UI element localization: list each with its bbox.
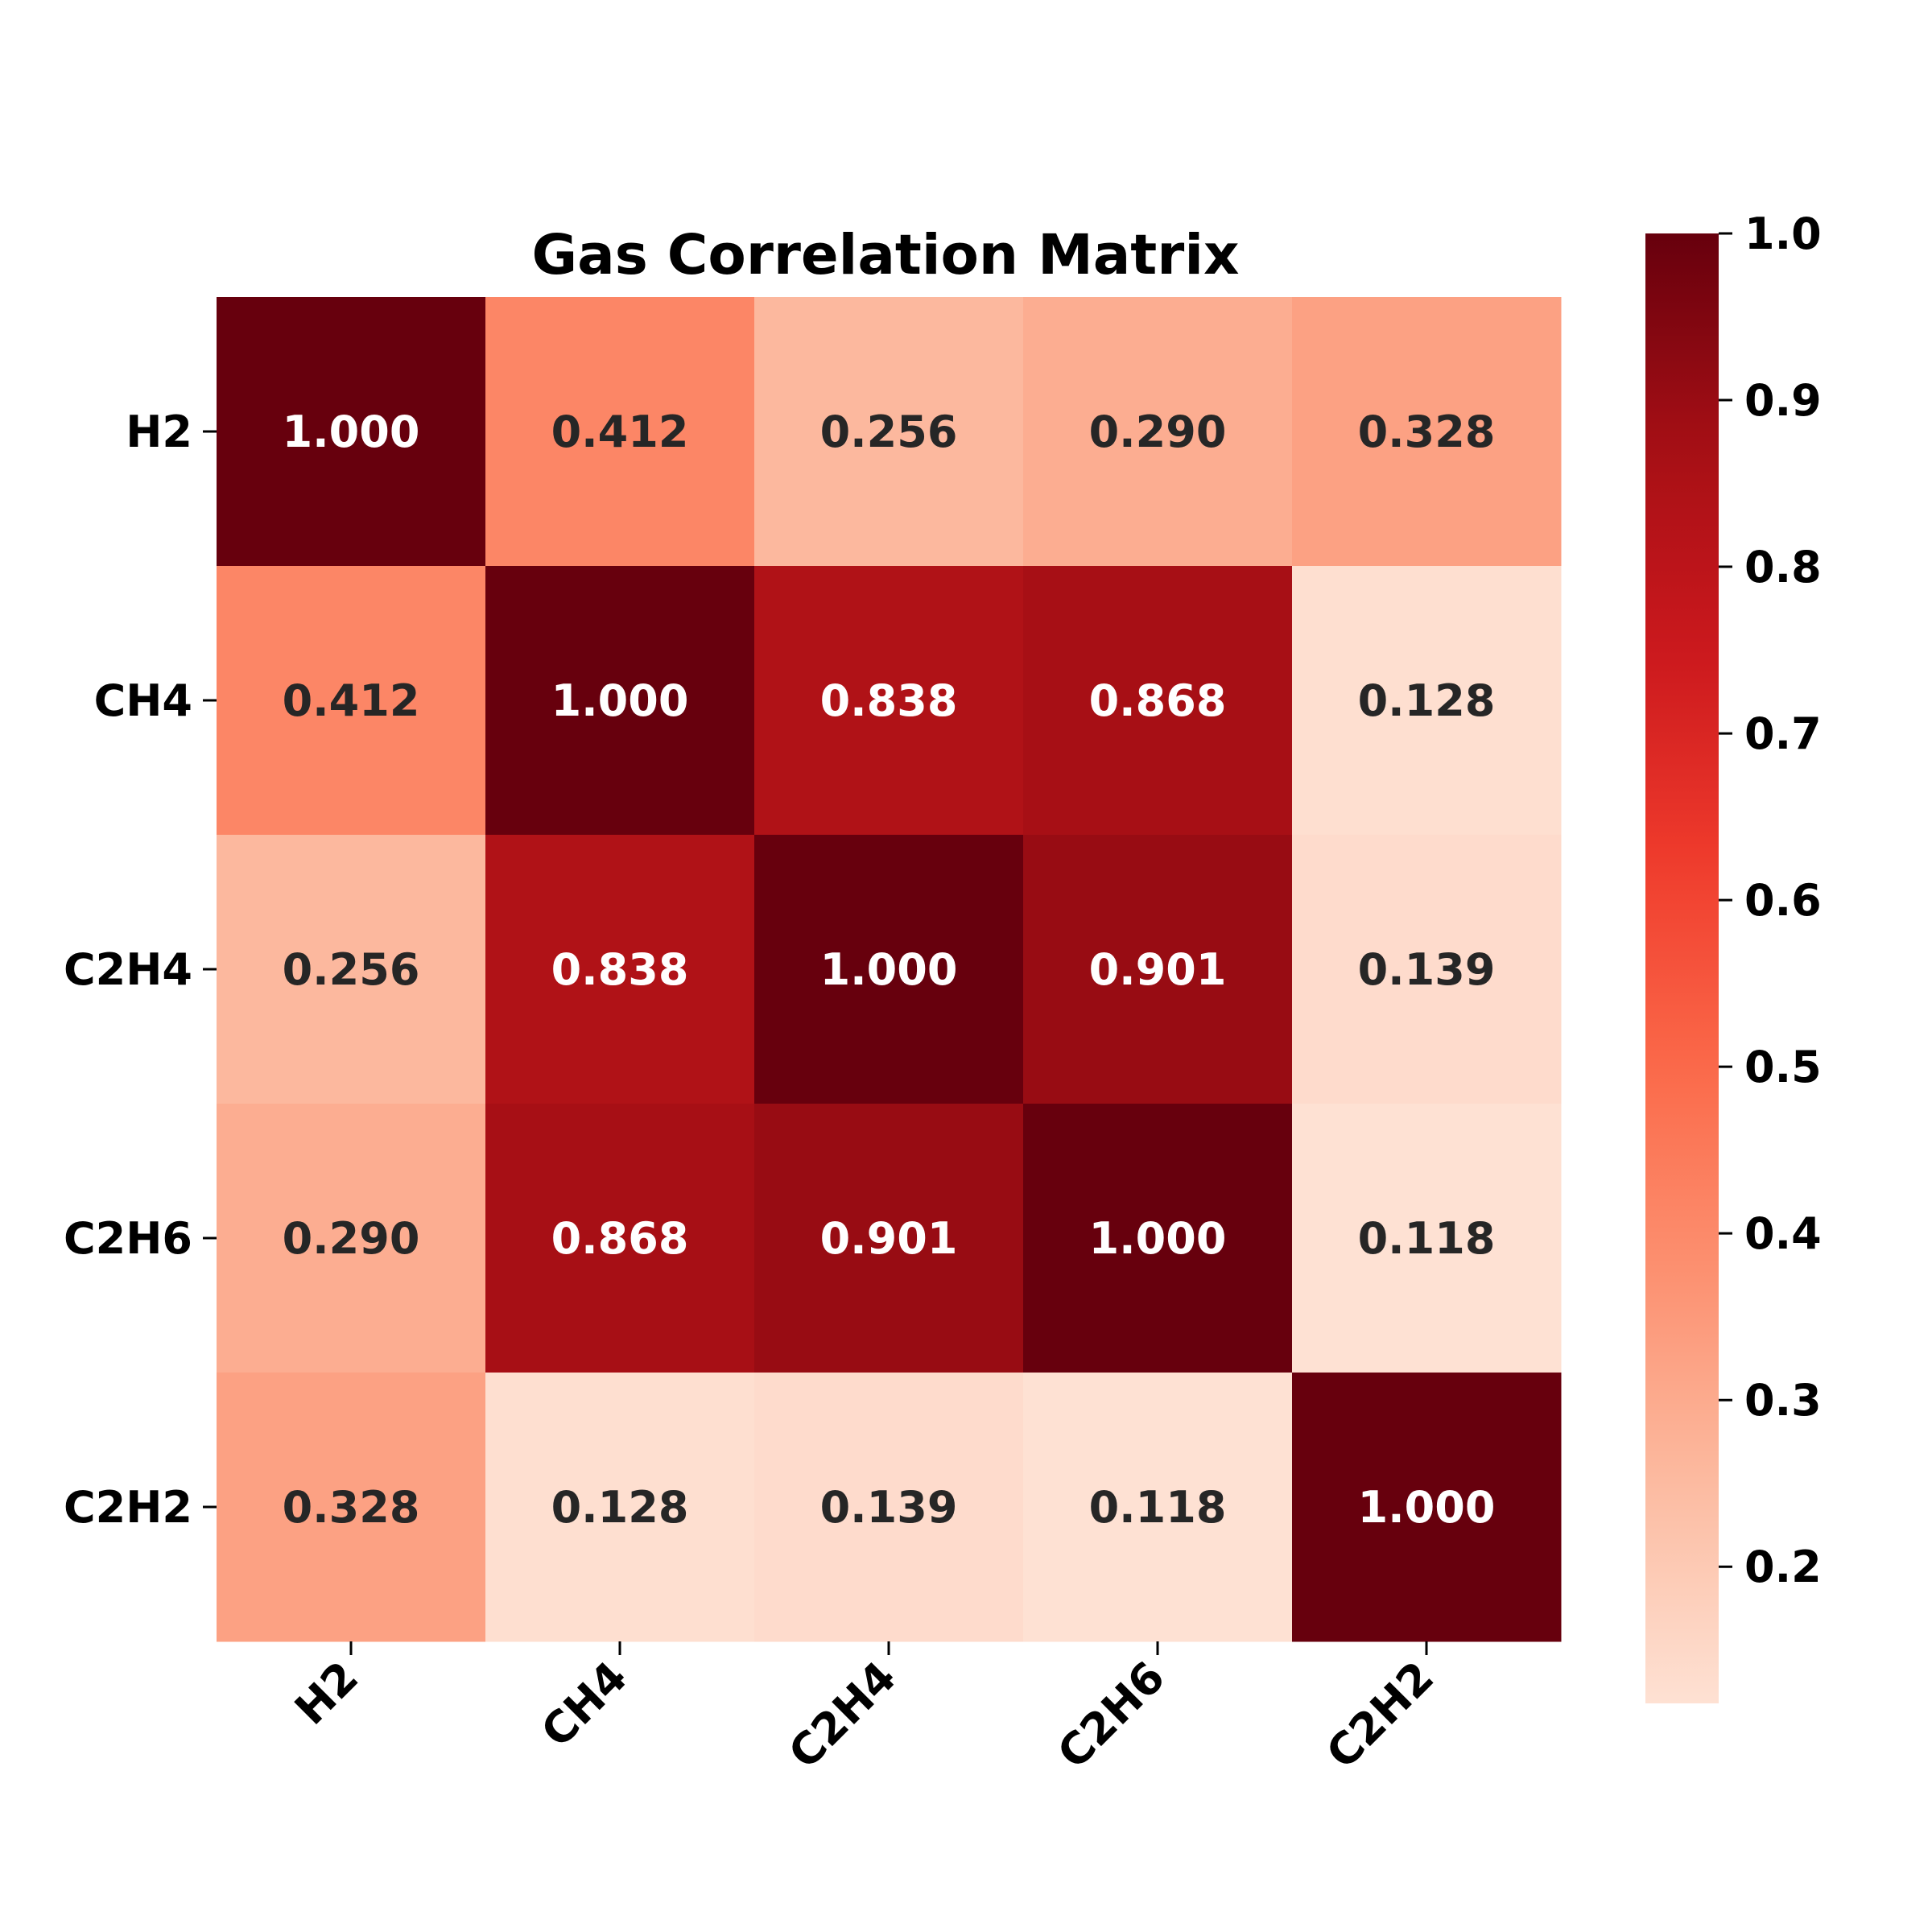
colorbar-tick-label: 0.4: [1744, 1208, 1822, 1259]
heatmap-cell: [1292, 1373, 1562, 1642]
cell-value-label: 1.000: [1089, 1213, 1227, 1264]
colorbar-tick-label: 1.0: [1744, 208, 1822, 259]
x-tick-label: CH4: [531, 1652, 637, 1757]
heatmap-cell: [754, 297, 1024, 567]
heatmap-cell: [1023, 297, 1293, 567]
cell-value-label: 0.412: [283, 675, 420, 726]
heatmap-cell: [1292, 1104, 1562, 1373]
cell-value-label: 1.000: [551, 675, 689, 726]
colorbar: 0.2 0.3 0.4 0.5 0.6 0.7 0.8 0.9 1.0: [1645, 208, 1822, 1703]
x-axis: H2 CH4 C2H4 C2H6 C2H2: [285, 1641, 1443, 1778]
cell-value-label: 0.290: [283, 1213, 420, 1264]
heatmap-cell: [754, 1373, 1024, 1642]
heatmap-cell: [1023, 835, 1293, 1104]
cell-value-label: 0.256: [820, 407, 958, 457]
heatmap-cell: [754, 835, 1024, 1104]
cell-value-label: 0.838: [551, 944, 689, 995]
heatmap-cell: [1023, 1104, 1293, 1373]
colorbar-tick-label: 0.5: [1744, 1042, 1822, 1092]
colorbar-ticks: 0.2 0.3 0.4 0.5 0.6 0.7 0.8 0.9 1.0: [1719, 208, 1822, 1592]
cell-value-label: 0.328: [1358, 407, 1496, 457]
y-tick-label: C2H6: [64, 1213, 192, 1264]
y-tick-label: H2: [126, 407, 192, 457]
heatmap-cell: [485, 1104, 755, 1373]
cell-value-label: 0.868: [1089, 675, 1227, 726]
heatmap-cell: [217, 835, 486, 1104]
x-tick-label: C2H6: [1048, 1652, 1175, 1779]
heatmap-cell: [485, 835, 755, 1104]
heatmap-cells: 1.000 0.412 0.256 0.290 0.328 0.412 1.000 0.838…: [217, 297, 1562, 1642]
colorbar-tick-label: 0.8: [1744, 542, 1822, 592]
cell-value-label: 0.139: [820, 1482, 958, 1533]
heatmap-cell: [485, 297, 755, 567]
heatmap-cell: [1023, 566, 1293, 836]
heatmap-cell: [1292, 297, 1562, 567]
heatmap-cell: [485, 1373, 755, 1642]
cell-value-label: 0.118: [1358, 1213, 1496, 1264]
x-tick-label: C2H4: [779, 1652, 906, 1779]
heatmap-cell: [217, 297, 486, 567]
heatmap-cell: [1023, 1373, 1293, 1642]
x-tick-label: C2H2: [1317, 1652, 1444, 1779]
cell-value-label: 0.901: [820, 1213, 958, 1264]
colorbar-tick-label: 0.2: [1744, 1542, 1822, 1592]
colorbar-tick-label: 0.3: [1744, 1375, 1822, 1426]
y-tick-label: CH4: [94, 675, 192, 726]
heatmap-cell: [1292, 835, 1562, 1104]
heatmap-cell: [754, 1104, 1024, 1373]
cell-value-label: 0.118: [1089, 1482, 1227, 1533]
colorbar-tick-label: 0.6: [1744, 875, 1822, 926]
cell-value-label: 0.868: [551, 1213, 689, 1264]
heatmap-cell: [217, 566, 486, 836]
colorbar-tick-label: 0.9: [1744, 375, 1822, 426]
y-axis: H2 CH4 C2H4 C2H6 C2H2: [64, 407, 217, 1533]
cell-value-label: 1.000: [283, 407, 420, 457]
y-tick-label: C2H4: [64, 944, 192, 995]
cell-value-label: 0.412: [551, 407, 689, 457]
heatmap-cell: [485, 566, 755, 836]
heatmap-cell: [1292, 566, 1562, 836]
cell-value-label: 0.139: [1358, 944, 1496, 995]
y-tick-label: C2H2: [64, 1482, 192, 1533]
cell-value-label: 0.838: [820, 675, 958, 726]
colorbar-tick-label: 0.7: [1744, 708, 1822, 759]
cell-value-label: 1.000: [1358, 1482, 1496, 1533]
cell-value-label: 0.328: [283, 1482, 420, 1533]
cell-value-label: 0.290: [1089, 407, 1227, 457]
cell-value-label: 0.901: [1089, 944, 1227, 995]
chart-title: Gas Correlation Matrix: [532, 223, 1240, 287]
heatmap-cell: [754, 566, 1024, 836]
cell-value-label: 0.128: [1358, 675, 1496, 726]
heatmap-cell: [217, 1104, 486, 1373]
colorbar-gradient: [1645, 233, 1719, 1703]
heatmap-cell: [217, 1373, 486, 1642]
cell-value-label: 1.000: [820, 944, 958, 995]
x-tick-label: H2: [285, 1652, 368, 1735]
cell-value-label: 0.128: [551, 1482, 689, 1533]
cell-value-label: 0.256: [283, 944, 420, 995]
